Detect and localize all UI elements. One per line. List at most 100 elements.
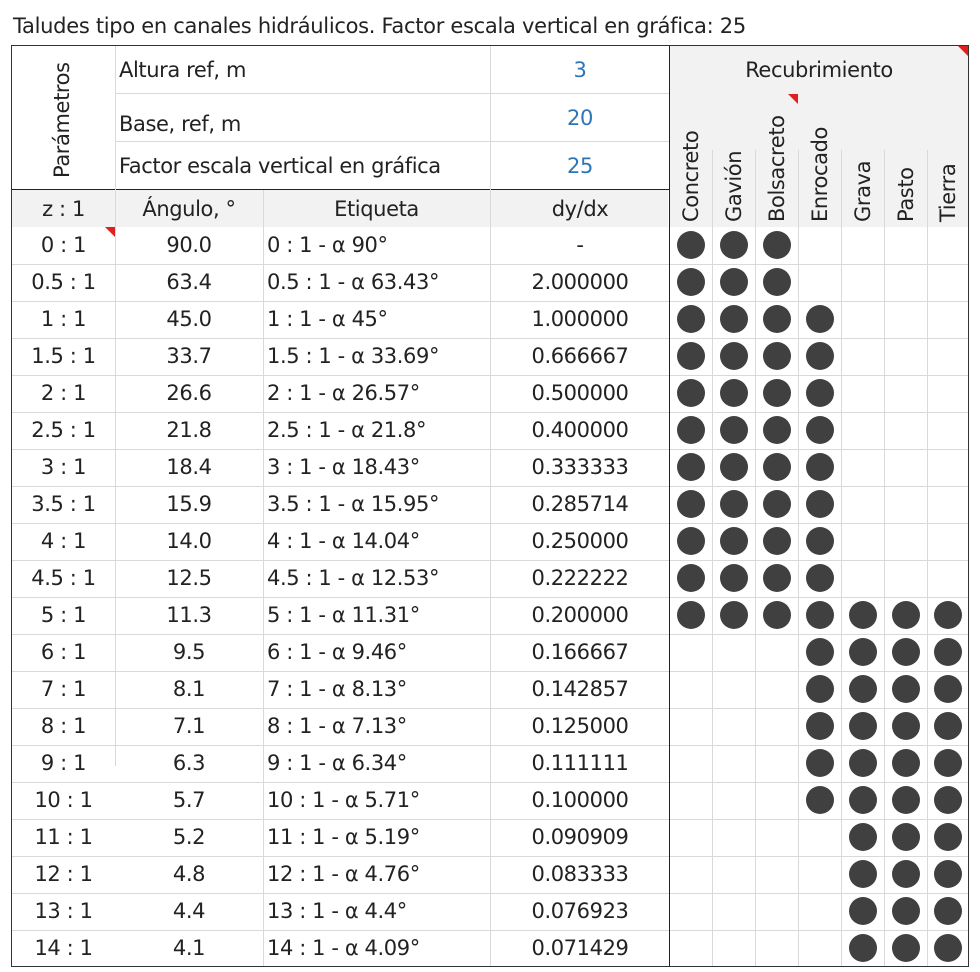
coating-dot <box>719 231 748 259</box>
cell-angle[interactable]: 4.4 <box>172 899 206 923</box>
cell-slope[interactable]: 0.090909 <box>531 825 629 849</box>
cell-z[interactable]: 14 : 1 <box>34 936 93 960</box>
cell-slope[interactable]: 0.222222 <box>531 566 629 590</box>
cell-z[interactable]: 1 : 1 <box>40 307 87 331</box>
cell-label[interactable]: 4.5 : 1 - α 12.53° <box>267 566 440 590</box>
cell-angle[interactable]: 15.9 <box>166 492 212 516</box>
cell-angle[interactable]: 4.8 <box>172 862 206 886</box>
cell-angle[interactable]: 11.3 <box>166 603 212 627</box>
cell-z[interactable]: 2.5 : 1 <box>31 418 96 442</box>
coating-dot <box>805 749 834 777</box>
coating-dot <box>719 453 748 481</box>
cell-slope[interactable]: - <box>576 233 584 257</box>
cell-slope[interactable]: 0.400000 <box>531 418 629 442</box>
cell-z[interactable]: 3 : 1 <box>40 455 87 479</box>
cell-slope[interactable]: 0.100000 <box>531 788 629 812</box>
cell-slope[interactable]: 0.666667 <box>531 344 629 368</box>
cell-label[interactable]: 1 : 1 - α 45° <box>267 307 388 331</box>
cell-z[interactable]: 0.5 : 1 <box>31 270 96 294</box>
cell-angle[interactable]: 4.1 <box>172 936 206 960</box>
coating-dot <box>848 897 877 925</box>
param-value-base[interactable]: 20 <box>567 106 593 130</box>
cell-angle[interactable]: 5.7 <box>172 788 206 812</box>
cell-label[interactable]: 0 : 1 - α 90° <box>267 233 388 257</box>
cell-label[interactable]: 8 : 1 - α 7.13° <box>267 714 407 738</box>
cell-label[interactable]: 2 : 1 - α 26.57° <box>267 381 420 405</box>
cell-label[interactable]: 12 : 1 - α 4.76° <box>267 862 420 886</box>
cell-z[interactable]: 12 : 1 <box>34 862 93 886</box>
cell-z[interactable]: 8 : 1 <box>40 714 87 738</box>
coating-dot <box>805 416 834 444</box>
cell-slope[interactable]: 0.125000 <box>531 714 629 738</box>
cell-slope[interactable]: 0.142857 <box>531 677 629 701</box>
cell-slope[interactable]: 1.000000 <box>531 307 629 331</box>
cell-label[interactable]: 1.5 : 1 - α 33.69° <box>267 344 440 368</box>
coating-dot <box>677 379 705 407</box>
cell-slope[interactable]: 0.071429 <box>531 936 629 960</box>
cell-angle[interactable]: 26.6 <box>166 381 212 405</box>
cell-z[interactable]: 13 : 1 <box>34 899 93 923</box>
cell-angle[interactable]: 21.8 <box>166 418 212 442</box>
coating-dot <box>933 749 962 777</box>
cell-angle[interactable]: 8.1 <box>172 677 206 701</box>
coating-dot <box>933 601 962 629</box>
cell-label[interactable]: 9 : 1 - α 6.34° <box>267 751 407 775</box>
cell-z[interactable]: 2 : 1 <box>40 381 87 405</box>
coating-type-bolsacreto: Bolsacreto <box>764 115 789 222</box>
cell-slope[interactable]: 0.333333 <box>531 455 629 479</box>
cell-slope[interactable]: 0.285714 <box>531 492 629 516</box>
cell-angle[interactable]: 14.0 <box>166 529 212 553</box>
cell-label[interactable]: 10 : 1 - α 5.71° <box>267 788 420 812</box>
coating-dot <box>891 675 920 703</box>
coating-dot <box>805 379 834 407</box>
cell-slope[interactable]: 0.500000 <box>531 381 629 405</box>
cell-angle[interactable]: 45.0 <box>166 307 212 331</box>
param-value-height[interactable]: 3 <box>573 58 587 82</box>
param-value-scale[interactable]: 25 <box>567 154 593 178</box>
cell-z[interactable]: 5 : 1 <box>40 603 87 627</box>
cell-label[interactable]: 11 : 1 - α 5.19° <box>267 825 420 849</box>
cell-angle[interactable]: 5.2 <box>172 825 206 849</box>
cell-angle[interactable]: 18.4 <box>166 455 212 479</box>
cell-label[interactable]: 6 : 1 - α 9.46° <box>267 640 407 664</box>
cell-angle[interactable]: 12.5 <box>166 566 212 590</box>
coating-dot <box>933 786 962 814</box>
coating-dot <box>805 601 834 629</box>
cell-label[interactable]: 2.5 : 1 - α 21.8° <box>267 418 427 442</box>
cell-z[interactable]: 10 : 1 <box>34 788 93 812</box>
cell-angle[interactable]: 6.3 <box>172 751 206 775</box>
coating-dot <box>719 601 748 629</box>
coating-dot <box>805 453 834 481</box>
cell-label[interactable]: 13 : 1 - α 4.4° <box>267 899 407 923</box>
coating-dot <box>719 342 748 370</box>
cell-z[interactable]: 6 : 1 <box>40 640 87 664</box>
cell-z[interactable]: 4.5 : 1 <box>31 566 96 590</box>
cell-z[interactable]: 7 : 1 <box>40 677 87 701</box>
cell-slope[interactable]: 0.111111 <box>531 751 629 775</box>
cell-angle[interactable]: 33.7 <box>166 344 212 368</box>
cell-angle[interactable]: 9.5 <box>172 640 206 664</box>
cell-slope[interactable]: 2.000000 <box>531 270 629 294</box>
cell-label[interactable]: 4 : 1 - α 14.04° <box>267 529 420 553</box>
cell-slope[interactable]: 0.083333 <box>531 862 629 886</box>
cell-slope[interactable]: 0.200000 <box>531 603 629 627</box>
cell-z[interactable]: 4 : 1 <box>40 529 87 553</box>
cell-z[interactable]: 1.5 : 1 <box>31 344 96 368</box>
cell-label[interactable]: 7 : 1 - α 8.13° <box>267 677 407 701</box>
cell-angle[interactable]: 90.0 <box>166 233 212 257</box>
cell-z[interactable]: 9 : 1 <box>40 751 87 775</box>
cell-label[interactable]: 14 : 1 - α 4.09° <box>267 936 420 960</box>
cell-slope[interactable]: 0.076923 <box>531 899 629 923</box>
cell-label[interactable]: 5 : 1 - α 11.31° <box>267 603 420 627</box>
cell-z[interactable]: 3.5 : 1 <box>31 492 96 516</box>
cell-label[interactable]: 3 : 1 - α 18.43° <box>267 455 420 479</box>
coating-dot <box>762 342 791 370</box>
cell-label[interactable]: 3.5 : 1 - α 15.95° <box>267 492 440 516</box>
cell-slope[interactable]: 0.166667 <box>531 640 629 664</box>
cell-slope[interactable]: 0.250000 <box>531 529 629 553</box>
cell-z[interactable]: 0 : 1 <box>40 233 87 257</box>
cell-z[interactable]: 11 : 1 <box>34 825 93 849</box>
cell-label[interactable]: 0.5 : 1 - α 63.43° <box>267 270 440 294</box>
cell-angle[interactable]: 63.4 <box>166 270 212 294</box>
cell-angle[interactable]: 7.1 <box>172 714 206 738</box>
